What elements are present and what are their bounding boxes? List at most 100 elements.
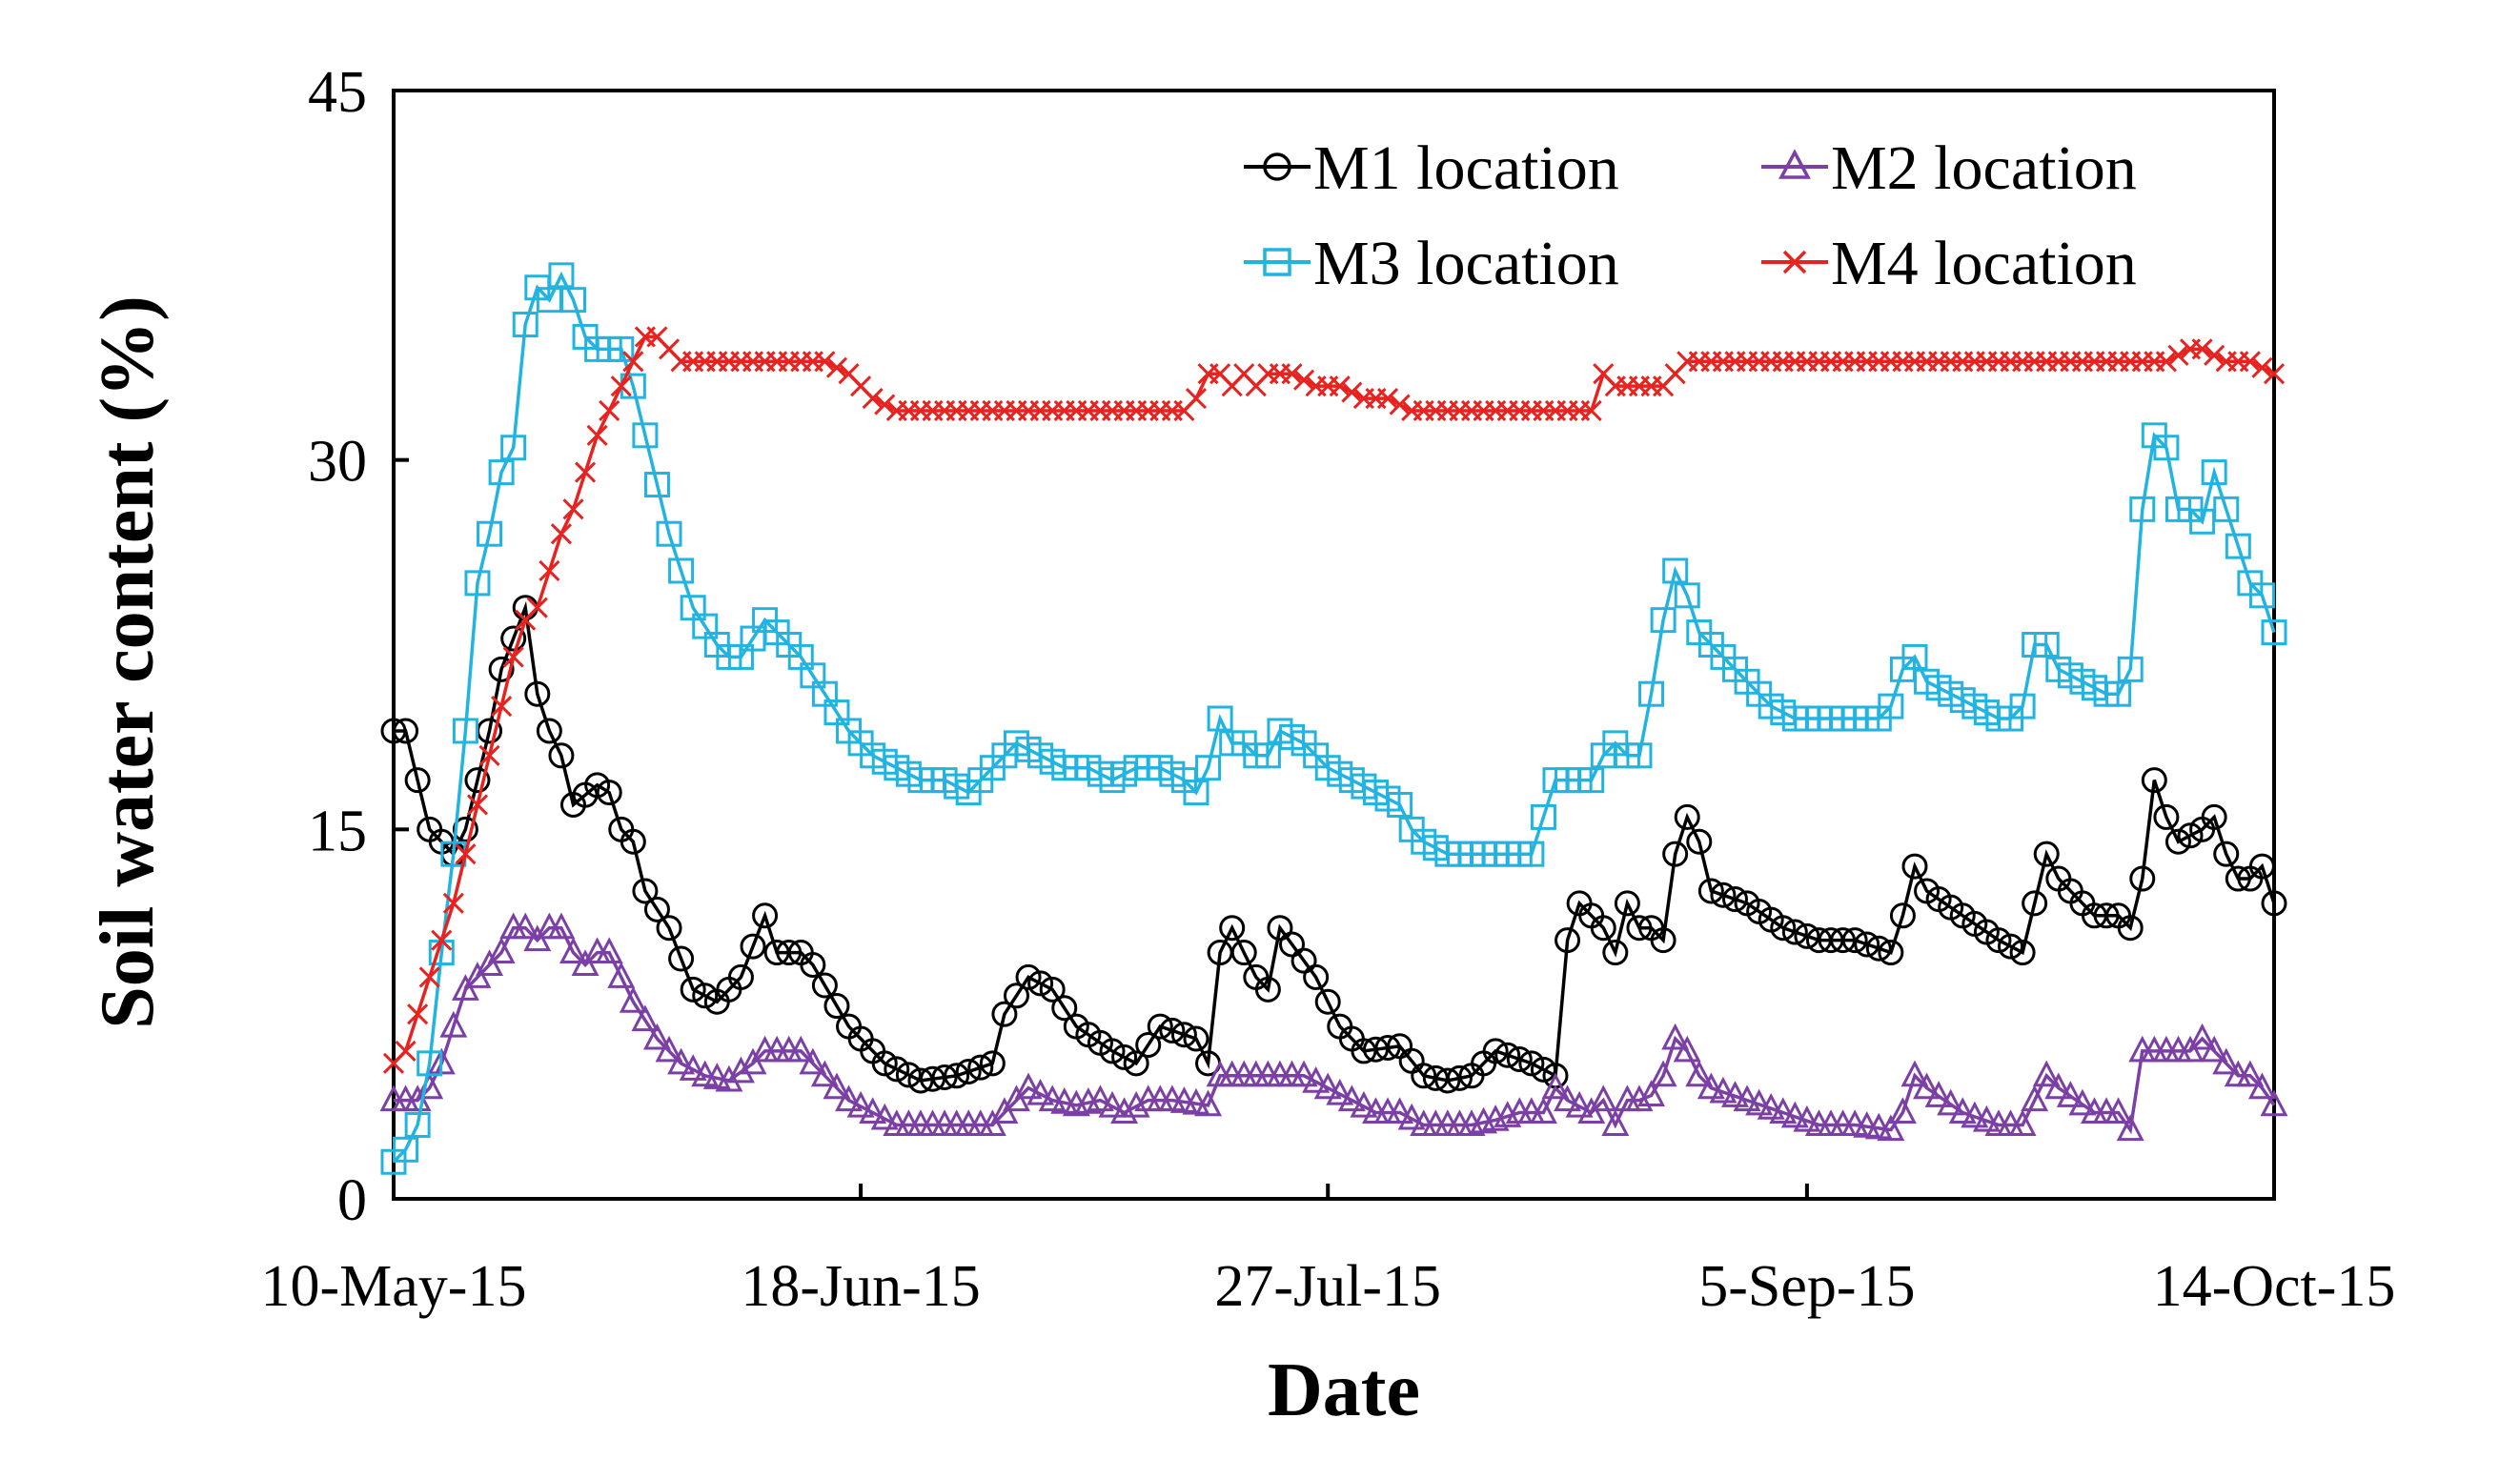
data-point	[643, 896, 670, 922]
data-point	[1254, 976, 1281, 1003]
data-point	[1961, 1101, 1989, 1128]
data-point	[547, 912, 576, 940]
data-point	[2188, 1023, 2217, 1050]
data-point	[1387, 791, 1413, 818]
data-point	[2009, 693, 2036, 719]
data-point	[1721, 1081, 1749, 1107]
data-point	[1662, 841, 1689, 867]
data-point	[1281, 363, 1303, 385]
data-point	[407, 1003, 429, 1025]
series-line	[394, 600, 2276, 1083]
y-tick-label: 15	[308, 799, 367, 863]
data-point	[2251, 356, 2273, 378]
data-point	[2263, 363, 2286, 385]
data-point	[691, 1060, 720, 1087]
data-point	[668, 557, 695, 584]
data-point	[622, 351, 644, 373]
data-point	[1362, 1036, 1389, 1063]
data-point	[1865, 935, 1892, 962]
data-point	[2022, 890, 2048, 917]
data-point	[500, 625, 527, 652]
data-point	[1685, 1060, 1714, 1087]
legend-label-m3: M3 location	[1313, 229, 1619, 298]
data-point	[1590, 915, 1616, 942]
data-point	[1411, 1063, 1437, 1089]
data-point	[607, 962, 636, 988]
series-m4-location	[382, 326, 2286, 1074]
data-point	[656, 520, 682, 547]
data-point	[417, 1050, 443, 1077]
data-point	[1026, 1078, 1055, 1105]
data-point	[1038, 1084, 1067, 1112]
data-point	[2225, 533, 2251, 559]
data-point	[859, 1097, 887, 1125]
data-point	[1529, 1097, 1557, 1125]
y-tick-label: 30	[308, 430, 367, 495]
data-point	[2177, 822, 2204, 849]
data-point	[478, 744, 500, 766]
data-point	[512, 312, 539, 338]
series-line	[394, 925, 2276, 1135]
data-point	[2261, 890, 2287, 917]
data-point	[1578, 767, 1605, 794]
data-point	[1565, 1090, 1594, 1118]
data-point	[2225, 865, 2251, 892]
data-point	[1674, 803, 1700, 830]
data-point	[404, 767, 431, 794]
data-point	[1709, 1076, 1738, 1104]
data-point	[1733, 1084, 1761, 1112]
data-point	[1757, 1092, 1785, 1120]
data-point	[1482, 1038, 1509, 1064]
data-point	[846, 1090, 875, 1118]
data-point	[1650, 927, 1677, 954]
data-point	[1841, 927, 1868, 954]
data-point	[464, 767, 491, 794]
data-point	[1135, 1031, 1162, 1058]
data-point	[452, 718, 478, 744]
data-point	[1794, 922, 1820, 949]
data-point	[1254, 742, 1281, 769]
data-point	[1674, 582, 1700, 609]
data-point	[1290, 1060, 1318, 1087]
data-point	[1937, 1088, 1965, 1116]
data-point	[1889, 902, 1916, 929]
data-point	[395, 1040, 417, 1062]
data-point	[1303, 963, 1330, 990]
data-point	[895, 1062, 922, 1088]
data-point	[632, 422, 659, 449]
data-point	[1673, 1035, 1701, 1063]
data-point	[586, 424, 608, 446]
data-point	[1602, 940, 1629, 966]
data-point	[2213, 496, 2240, 522]
data-point	[1183, 780, 1209, 806]
data-point	[1194, 1089, 1223, 1117]
data-point	[1697, 1072, 1725, 1100]
data-point	[1580, 399, 1602, 422]
data-point	[2068, 1088, 2097, 1116]
data-point	[1948, 1097, 1977, 1125]
data-point	[1099, 1038, 1126, 1064]
data-point	[559, 937, 587, 964]
data-point	[599, 399, 620, 422]
data-point	[1686, 828, 1713, 855]
x-tick-label: 18-Jun-15	[741, 1254, 980, 1319]
y-tick-label: 0	[337, 1168, 367, 1233]
data-point	[1697, 878, 1724, 904]
data-point	[991, 1001, 1018, 1027]
data-point	[1854, 931, 1880, 958]
data-point	[871, 1050, 898, 1077]
data-point	[752, 902, 779, 929]
data-point	[1350, 1090, 1378, 1118]
data-point	[1985, 927, 2012, 954]
data-point	[825, 356, 848, 378]
data-point	[1267, 915, 1293, 942]
data-point	[2116, 1114, 2144, 1142]
data-point	[632, 878, 659, 904]
data-point	[500, 435, 527, 461]
legend-label-m4: M4 location	[1831, 229, 2137, 298]
data-point	[2164, 828, 2191, 855]
data-point	[1086, 1084, 1114, 1112]
data-point	[740, 933, 766, 960]
data-point	[1638, 680, 1665, 707]
